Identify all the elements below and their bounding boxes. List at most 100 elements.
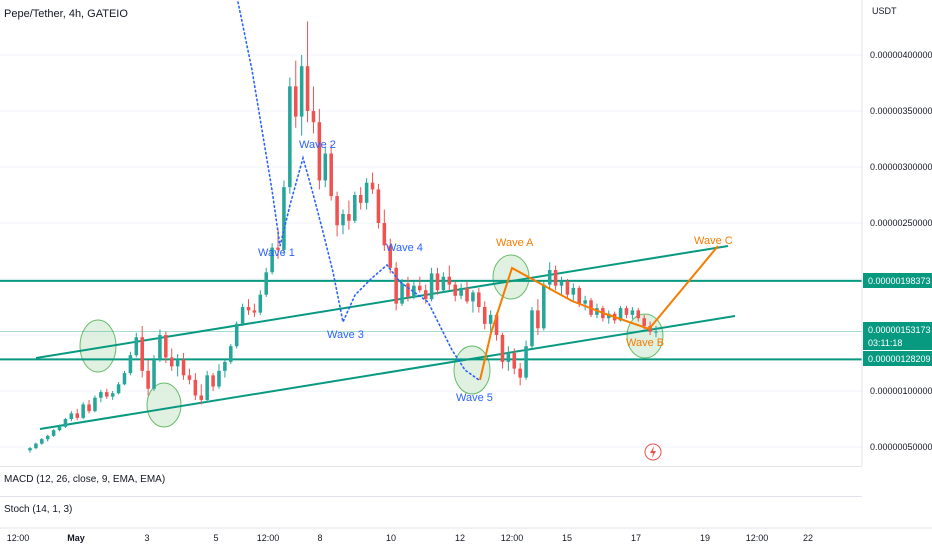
highlight-circle xyxy=(492,254,530,300)
candle-countdown: 03:11:18 xyxy=(868,338,902,348)
candle xyxy=(187,368,192,385)
candle xyxy=(358,187,363,210)
svg-text:0.00000153173: 0.00000153173 xyxy=(868,325,931,335)
time-tick-label: 15 xyxy=(562,533,572,543)
time-tick-label: 22 xyxy=(803,533,813,543)
time-tick-label: 12:00 xyxy=(7,533,30,543)
candle xyxy=(453,281,457,302)
candle xyxy=(181,352,186,380)
stoch-indicator-label[interactable]: Stoch (14, 1, 3) xyxy=(4,504,73,515)
price-tick-label: 0.00000400000 xyxy=(870,50,932,60)
channel-lower-line[interactable] xyxy=(39,315,736,430)
candle xyxy=(299,55,304,136)
candle xyxy=(234,321,239,349)
candle xyxy=(412,281,416,300)
candle xyxy=(341,209,345,235)
candle xyxy=(193,373,198,400)
chart-title: Pepe/Tether, 4h, GATEIO xyxy=(4,8,128,20)
pane-separator[interactable] xyxy=(0,496,862,497)
wave-a-label: Wave A xyxy=(496,237,534,249)
time-tick-label: 12:00 xyxy=(746,533,769,543)
candle xyxy=(565,279,570,300)
candle xyxy=(63,417,68,428)
candle xyxy=(654,326,658,338)
time-tick-label: May xyxy=(67,533,85,543)
abc-wave-line[interactable] xyxy=(479,245,719,381)
price-tick-label: 0.00000300000 xyxy=(870,162,932,172)
candle xyxy=(335,191,339,237)
wave-5-label: Wave 5 xyxy=(456,392,493,404)
elliott-wave-path[interactable] xyxy=(237,1,480,381)
candle xyxy=(512,348,517,375)
time-tick-label: 3 xyxy=(144,533,149,543)
candle xyxy=(122,370,127,386)
candle xyxy=(406,276,410,302)
price-tick-label: 0.00000050000 xyxy=(870,442,932,452)
candle xyxy=(429,267,434,302)
candle xyxy=(270,243,274,275)
lightning-icon[interactable] xyxy=(644,443,662,461)
candle xyxy=(376,183,381,229)
candle xyxy=(87,399,91,414)
candle xyxy=(293,60,298,128)
time-tick-label: 17 xyxy=(631,533,641,543)
svg-text:0.00000128209: 0.00000128209 xyxy=(868,354,931,364)
candle xyxy=(105,388,109,399)
candle xyxy=(347,200,351,230)
candle xyxy=(140,326,144,378)
candle xyxy=(465,281,469,304)
abc-correction-path[interactable] xyxy=(479,245,719,381)
channel-upper-line[interactable] xyxy=(35,245,729,359)
currency-label: USDT xyxy=(872,6,897,16)
candle xyxy=(606,310,611,324)
candle xyxy=(288,77,292,194)
wave-c-label: Wave C xyxy=(694,235,733,247)
wave-3-label: Wave 3 xyxy=(327,329,364,341)
candle xyxy=(482,301,487,330)
candle xyxy=(246,299,251,315)
candle xyxy=(311,86,316,134)
time-tick-label: 19 xyxy=(700,533,710,543)
candle xyxy=(134,332,139,358)
candle xyxy=(559,276,564,295)
candle xyxy=(471,290,475,313)
time-axis[interactable]: 12:00 May 3 5 12:00 8 10 12 12:00 15 17 19 12:00 22 xyxy=(0,527,932,543)
candle xyxy=(205,370,209,403)
candle xyxy=(630,307,635,320)
candle xyxy=(305,21,310,123)
resistance-price-tag: 0.00000198373 xyxy=(863,273,932,288)
time-tick-label: 8 xyxy=(317,533,322,543)
price-tick-label: 0.00000100000 xyxy=(870,386,932,396)
channel-lines[interactable] xyxy=(35,245,736,430)
pane-separator[interactable] xyxy=(0,466,862,467)
candle xyxy=(441,272,446,293)
time-tick-label: 12:00 xyxy=(501,533,524,543)
highlight-circle xyxy=(453,345,491,395)
candle xyxy=(223,359,227,378)
candle xyxy=(364,178,369,210)
candle xyxy=(199,384,204,405)
wave-labels: Wave 1 Wave 2 Wave 3 Wave 4 Wave 5 Wave … xyxy=(258,139,733,404)
candle xyxy=(624,305,629,319)
candle xyxy=(506,346,511,371)
candle xyxy=(158,329,162,362)
candle xyxy=(211,373,215,391)
candle xyxy=(435,267,440,295)
candle xyxy=(45,434,50,442)
candle xyxy=(128,351,133,376)
candle xyxy=(418,276,422,293)
candle xyxy=(524,340,528,380)
candle xyxy=(252,303,257,318)
price-axis[interactable]: USDT 0.00000400000 0.00000350000 0.0000030… xyxy=(861,0,932,466)
wave-4-label: Wave 4 xyxy=(386,242,423,254)
candle xyxy=(394,262,398,311)
elliott-wave-line[interactable] xyxy=(237,1,480,381)
time-tick-label: 12 xyxy=(455,533,465,543)
candle xyxy=(175,354,180,377)
candle xyxy=(447,265,452,291)
macd-indicator-label[interactable]: MACD (12, 26, close, 9, EMA, EMA) xyxy=(4,474,166,485)
candle xyxy=(258,290,263,315)
chart-grid xyxy=(0,54,862,448)
candle xyxy=(323,146,328,188)
